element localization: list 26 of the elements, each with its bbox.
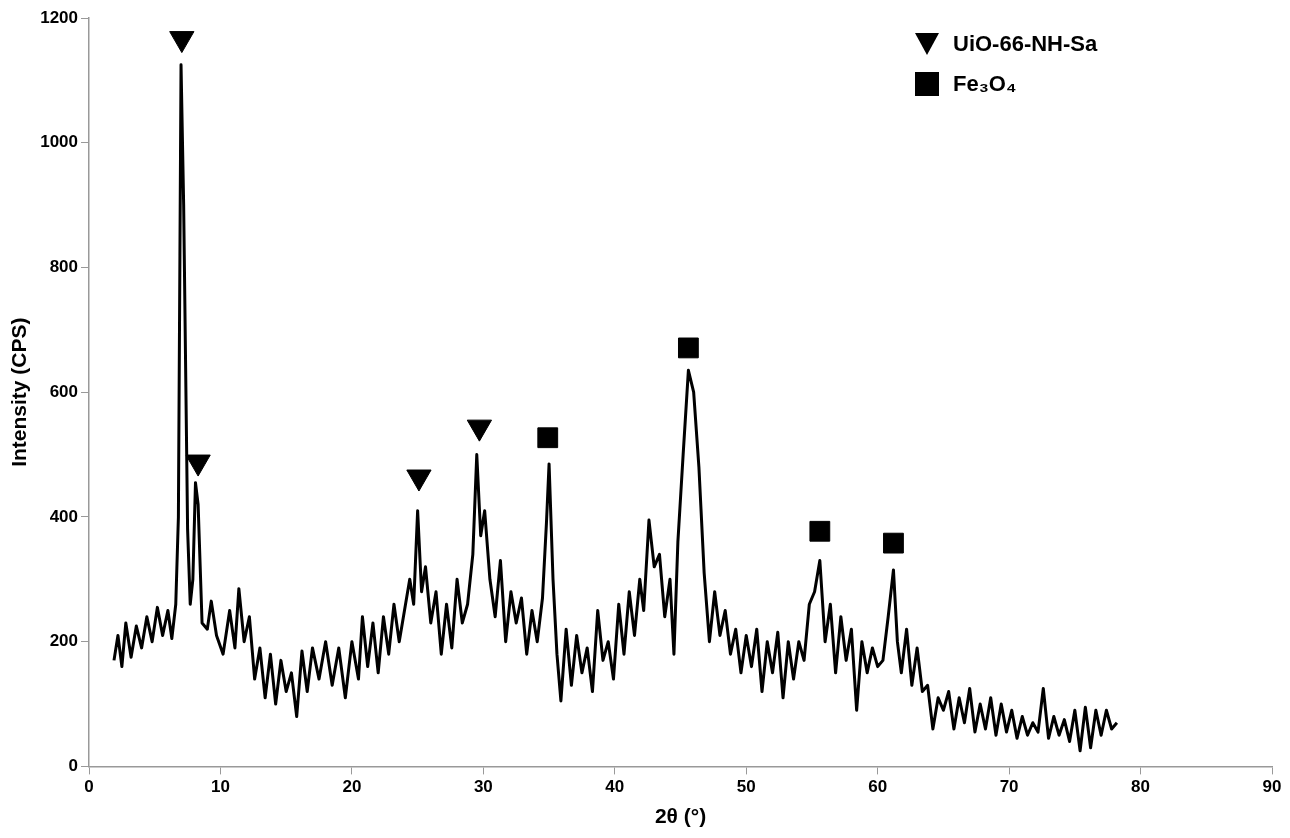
point: [169, 31, 195, 54]
y-tick-label: 1200: [40, 7, 79, 27]
x-tick-label: 50: [736, 777, 756, 797]
y-tick-label: 200: [49, 631, 79, 651]
point: [883, 532, 904, 554]
point: [809, 520, 831, 542]
x-tick-label: 70: [999, 777, 1019, 797]
y-tick-label: 800: [49, 257, 79, 277]
y-tick-label: 0: [68, 756, 79, 776]
x-tick-label: 40: [605, 777, 625, 797]
x-tick-label: 80: [1131, 777, 1151, 797]
x-tick-label: 30: [473, 777, 493, 797]
y-tick-label: 1000: [40, 132, 79, 152]
y-tick-label: 400: [49, 506, 79, 526]
x-tick-label: 0: [84, 777, 94, 797]
point: [678, 337, 699, 359]
y-tick-label: 600: [49, 381, 79, 401]
x-axis-title: 2θ (°): [654, 804, 707, 828]
x-tick-label: 20: [342, 777, 362, 797]
x-tick-label: 10: [211, 777, 230, 797]
point: [537, 427, 559, 449]
legend-label: Fe₃O₄: [953, 71, 1017, 97]
y-axis-title: Intensity (CPS): [7, 317, 31, 467]
x-tick-label: 90: [1262, 777, 1282, 797]
x-tick-label: 60: [868, 777, 888, 797]
legend-label: UiO-66-NH-Sa: [953, 31, 1098, 57]
